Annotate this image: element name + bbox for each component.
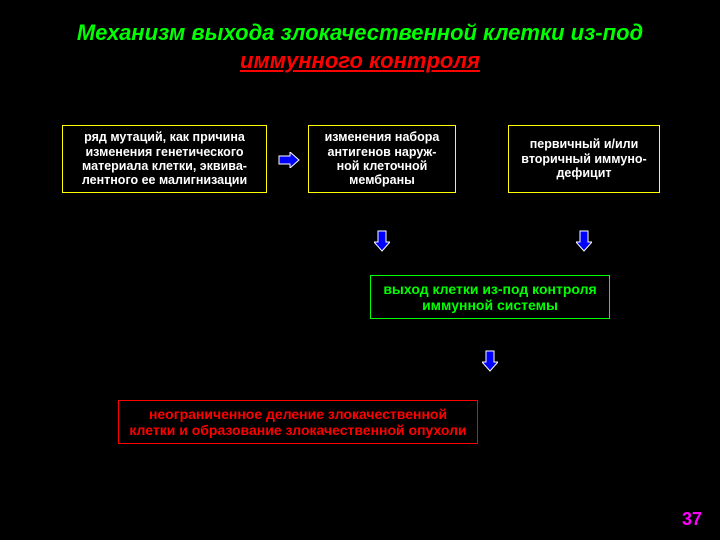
- title-line2: иммунного контроля: [0, 48, 720, 74]
- box-immunodeficit: первичный и/или вторичный иммуно-дефицит: [508, 125, 660, 193]
- arrow-down-icon: [576, 230, 592, 252]
- arrow-down-icon: [374, 230, 390, 252]
- box-mutations: ряд мутаций, как причина изменения генет…: [62, 125, 267, 193]
- page-number: 37: [682, 509, 702, 530]
- arrow-right-icon: [278, 152, 300, 168]
- box-antigens: изменения набора антигенов наруж-ной кле…: [308, 125, 456, 193]
- title-line1: Механизм выхода злокачественной клетки и…: [0, 20, 720, 46]
- box-division: неограниченное деление злокачественной к…: [118, 400, 478, 444]
- arrow-down-icon: [482, 350, 498, 372]
- box-escape: выход клетки из-под контроля иммунной си…: [370, 275, 610, 319]
